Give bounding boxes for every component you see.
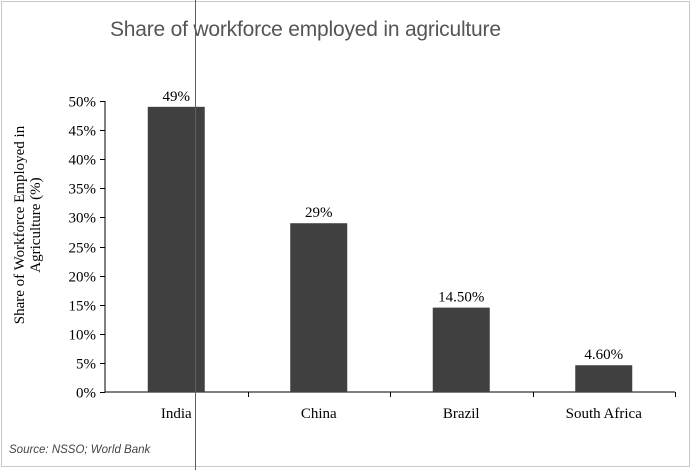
y-tick-label: 5% bbox=[76, 357, 96, 373]
x-tick-label: China bbox=[301, 406, 337, 422]
data-label: 4.60% bbox=[584, 347, 623, 363]
cursor-guide-line bbox=[195, 0, 196, 470]
source-note: Source: NSSO; World Bank bbox=[9, 444, 151, 456]
bar-brazil bbox=[432, 307, 490, 392]
data-label: 14.50% bbox=[438, 290, 484, 306]
y-tick-label: 30% bbox=[69, 211, 97, 227]
y-tick-label: 20% bbox=[69, 270, 97, 286]
y-tick-label: 0% bbox=[76, 386, 96, 402]
x-tick-label: Brazil bbox=[443, 406, 480, 422]
data-label: 49% bbox=[163, 89, 191, 105]
y-tick-label: 10% bbox=[69, 328, 97, 344]
x-tick-label: India bbox=[161, 406, 192, 422]
y-tick-label: 50% bbox=[69, 95, 97, 111]
y-tick-label: 35% bbox=[69, 182, 97, 198]
y-tick-label: 15% bbox=[69, 299, 97, 315]
data-label: 29% bbox=[305, 205, 333, 221]
y-tick-label: 40% bbox=[69, 153, 97, 169]
bar-china bbox=[290, 223, 348, 392]
bar-south-africa bbox=[575, 365, 633, 392]
y-tick-label: 45% bbox=[69, 124, 97, 140]
x-tick-label: South Africa bbox=[566, 406, 643, 422]
y-tick-label: 25% bbox=[69, 241, 97, 257]
chart-title: Share of workforce employed in agricultu… bbox=[110, 18, 501, 41]
bar-india bbox=[147, 106, 205, 392]
